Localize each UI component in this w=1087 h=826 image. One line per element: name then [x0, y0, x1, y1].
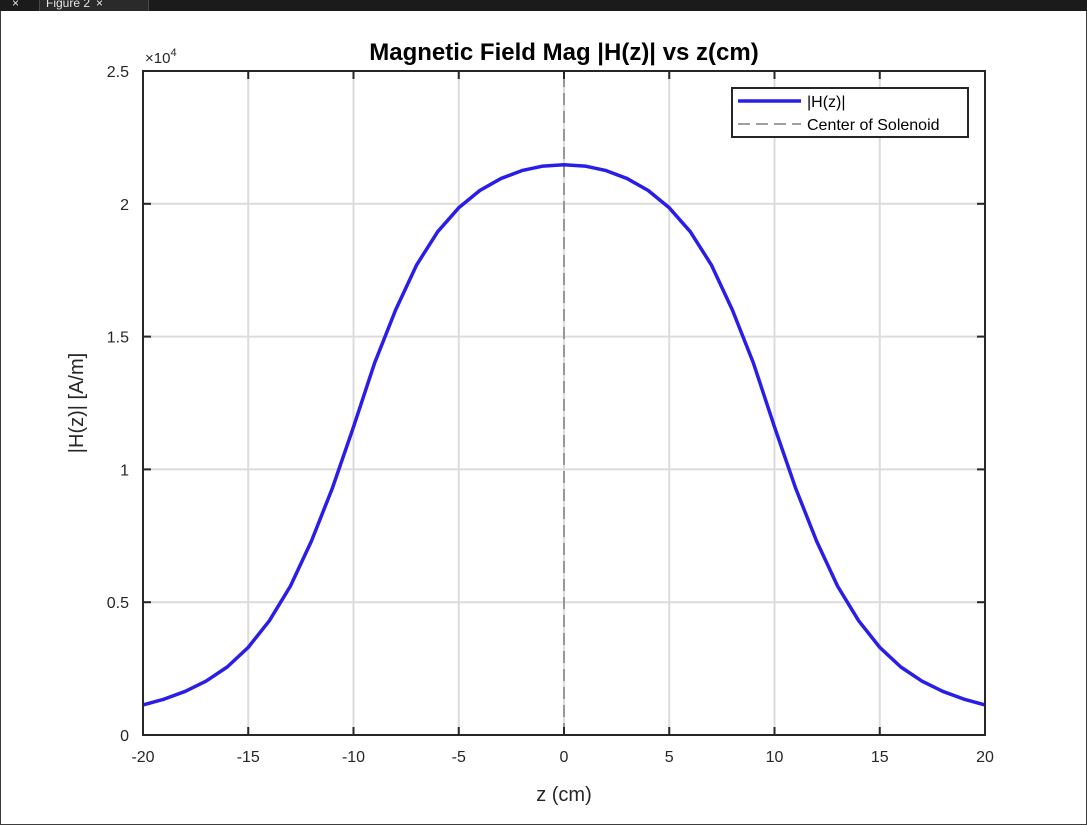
y-tick-label: 1.5 — [107, 330, 129, 347]
x-tick-label: -15 — [237, 749, 260, 766]
y-exponent-label: ×104 — [145, 47, 177, 67]
x-tick-labels: -20 -15 -10 -5 0 5 10 15 20 — [131, 749, 994, 766]
figure-canvas: -20 -15 -10 -5 0 5 10 15 20 0 0.5 1 1.5 2 2.5 ×104 Ma… — [0, 11, 1087, 825]
x-tick-label: -5 — [452, 749, 466, 766]
x-tick-label: 10 — [766, 749, 784, 766]
x-tick-label: 0 — [560, 749, 569, 766]
x-tick-label: -10 — [342, 749, 365, 766]
x-tick-label: -20 — [131, 749, 154, 766]
line-chart: -20 -15 -10 -5 0 5 10 15 20 0 0.5 1 1.5 2 2.5 ×104 Ma… — [66, 39, 994, 806]
figure-tab-label: Figure 2 — [46, 0, 91, 10]
legend-entry-h: |H(z)| — [807, 94, 846, 111]
y-tick-label: 2 — [120, 197, 129, 214]
x-axis-label: z (cm) — [536, 784, 592, 806]
x-tick-label: 15 — [871, 749, 889, 766]
y-tick-label: 0.5 — [107, 595, 129, 612]
x-tick-label: 20 — [976, 749, 994, 766]
y-tick-labels: 0 0.5 1 1.5 2 2.5 — [107, 64, 129, 745]
y-tick-label: 1 — [120, 462, 129, 479]
legend-box — [731, 87, 969, 138]
legend-entry-center: Center of Solenoid — [807, 117, 940, 134]
chart-title: Magnetic Field Mag |H(z)| vs z(cm) — [369, 39, 758, 66]
close-icon[interactable]: × — [12, 0, 20, 10]
y-tick-label: 2.5 — [107, 64, 129, 81]
figure-tab-2[interactable]: Figure 2 × — [39, 0, 149, 11]
figure-tab-1[interactable]: × — [0, 0, 38, 11]
figure-window-tabbar: × Figure 2 × — [0, 0, 1087, 11]
legend[interactable]: |H(z)| Center of Solenoid — [731, 87, 969, 138]
y-tick-label: 0 — [120, 728, 129, 745]
axis-ticks — [142, 70, 986, 736]
y-axis-label: |H(z)| [A/m] — [66, 353, 88, 453]
x-tick-label: 5 — [665, 749, 674, 766]
close-icon[interactable]: × — [96, 0, 104, 10]
